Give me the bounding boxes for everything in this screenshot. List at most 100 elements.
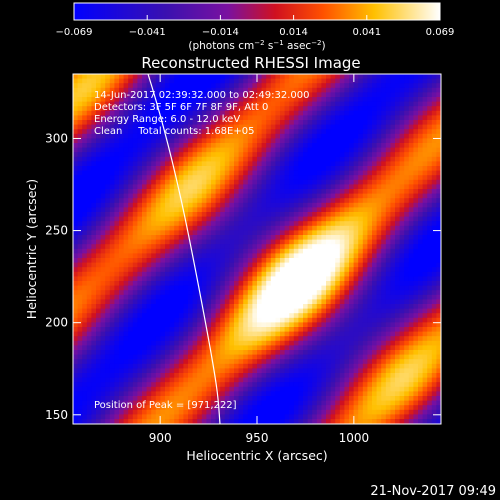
heatmap-cell [344,354,350,360]
heatmap-cell [165,92,170,98]
heatmap-cell [422,147,428,153]
heatmap-cell [385,225,391,231]
heatmap-cell [197,179,203,185]
heatmap-cell [395,202,400,208]
heatmap-cell [174,267,180,273]
heatmap-cell [114,179,120,185]
heatmap-cell [266,193,272,199]
heatmap-cell [293,235,299,240]
heatmap-cell [404,189,410,194]
heatmap-cell [73,239,78,245]
heatmap-cell [339,235,345,240]
heatmap-cell [109,101,115,107]
heatmap-cell [436,110,441,116]
heatmap-cell [298,124,304,130]
heatmap-cell [270,129,276,135]
heatmap-cell [427,350,433,355]
heatmap-cell [270,271,276,277]
heatmap-cell [151,354,157,360]
heatmap-cell [137,143,143,148]
heatmap-cell [376,313,382,319]
heatmap-cell [280,336,285,342]
heatmap-cell [174,299,180,305]
heatmap-cell [114,110,120,116]
heatmap-cell [270,267,276,273]
heatmap-cell [123,179,129,185]
heatmap-cell [252,179,258,185]
heatmap-cell [284,276,290,282]
heatmap-cell [427,276,433,282]
heatmap-cell [224,258,230,263]
heatmap-cell [431,290,437,296]
heatmap-cell [169,166,175,171]
heatmap-cell [381,331,387,337]
heatmap-cell [330,83,336,89]
heatmap-cell [307,138,313,144]
heatmap-cell [178,170,184,176]
heatmap-cell [344,198,350,204]
heatmap-cell [220,198,226,204]
heatmap-cell [224,156,230,162]
heatmap-cell [206,262,212,268]
heatmap-cell [77,212,83,217]
heatmap-cell [234,308,239,314]
heatmap-cell [169,133,175,139]
heatmap-cell [234,179,239,185]
heatmap-cell [303,235,308,240]
heatmap-cell [155,78,161,84]
heatmap-cell [165,285,170,291]
heatmap-cell [390,331,396,337]
heatmap-cell [82,322,88,328]
heatmap-cell [73,115,78,121]
heatmap-cell [362,78,368,84]
heatmap-cell [367,212,373,217]
heatmap-cell [344,110,350,116]
heatmap-cell [344,216,350,222]
heatmap-cell [330,336,336,342]
heatmap-cell [188,271,193,277]
heatmap-cell [284,285,290,291]
heatmap-cell [123,235,129,240]
heatmap-cell [298,202,304,208]
heatmap-cell [91,340,97,346]
heatmap-cell [335,239,341,245]
heatmap-cell [303,120,308,125]
heatmap-cell [234,354,239,360]
heatmap-cell [408,290,414,296]
heatmap-cell [284,354,290,360]
heatmap-cell [123,74,129,79]
heatmap-cell [211,115,216,121]
heatmap-cell [119,258,124,263]
heatmap-cell [413,230,419,236]
heatmap-cell [160,179,166,185]
heatmap-cell [73,202,78,208]
heatmap-cell [399,74,405,79]
heatmap-cell [312,97,318,102]
heatmap-cell [321,294,327,300]
heatmap-cell [160,221,166,227]
heatmap-cell [413,175,419,181]
heatmap-cell [261,294,267,300]
heatmap-cell [178,92,184,98]
heatmap-cell [344,308,350,314]
heatmap-cell [123,106,129,112]
heatmap-cell [436,152,441,158]
heatmap-cell [220,101,226,107]
heatmap-cell [344,179,350,185]
heatmap-cell [413,345,419,351]
heatmap-cell [330,92,336,98]
heatmap-cell [284,92,290,98]
heatmap-cell [326,294,331,300]
heatmap-cell [211,83,216,89]
heatmap-cell [192,129,198,135]
heatmap-cell [165,74,170,79]
heatmap-cell [339,221,345,227]
heatmap-cell [96,143,101,148]
heatmap-cell [201,258,207,263]
heatmap-cell [178,147,184,153]
heatmap-cell [247,308,253,314]
plot-area [73,74,441,424]
heatmap-cell [123,193,129,199]
heatmap-cell [395,267,400,273]
heatmap-cell [234,331,239,337]
